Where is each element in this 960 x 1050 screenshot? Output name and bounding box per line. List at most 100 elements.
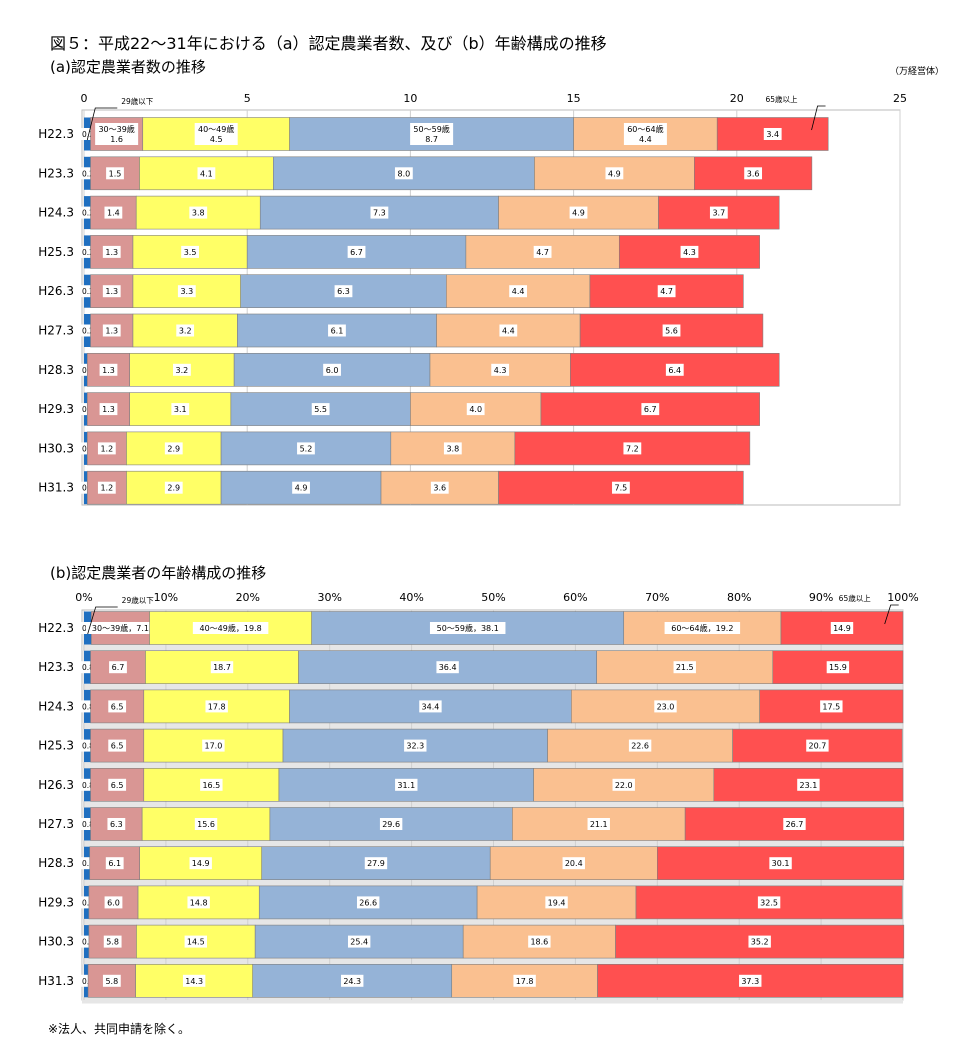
y-category-label: H25.3 [38,739,74,753]
data-label-box [410,123,454,145]
data-label: 36.4 [439,663,457,672]
data-label: 3.6 [747,169,760,178]
data-label: 5.8 [106,938,119,947]
data-label: 1.3 [105,327,118,336]
data-label: 6.7 [112,663,125,672]
bar-segment [233,352,431,387]
data-label-box [419,700,442,713]
y-category-label: H26.3 [38,284,74,298]
data-label-box [744,167,763,180]
data-label-box [176,324,195,337]
data-label-box [509,285,528,298]
data-label: 6.0 [326,366,339,375]
y-category-label: H23.3 [38,660,74,674]
data-label: 6.1 [108,859,121,868]
data-label: 15.9 [829,663,847,672]
data-label: 0.6 [82,938,94,947]
data-label: 7.3 [373,209,386,218]
x-tick-label: 10 [403,92,417,105]
data-label: 1.3 [102,405,115,414]
data-label-box [189,206,208,219]
data-label-box [654,700,677,713]
data-label: 1.5 [109,169,122,178]
bar-segment [684,807,905,841]
data-label-box [364,857,388,870]
data-label: 20.4 [565,859,583,868]
data-label-box [102,245,121,258]
data-label: 6.1 [331,327,344,336]
data-label-box [797,778,820,791]
data-label: 1.3 [102,366,115,375]
data-label-box [297,442,315,455]
data-label: 30～39歳，7.1 [92,623,149,633]
data-label: 17.0 [204,742,222,751]
callout-line [87,606,118,635]
data-label: 14.3 [185,977,203,986]
data-label-box [436,661,459,674]
x-tick-label: 25 [893,92,907,105]
bar-segment [514,431,751,466]
x-tick-label: 15 [567,92,581,105]
data-label-box [665,363,684,376]
data-label: 1.3 [105,248,118,257]
data-label: 8.7 [425,135,438,144]
callout-65-over: 65歳以上 [766,94,799,104]
data-label-box [820,700,843,713]
data-label: 6.3 [337,287,350,296]
data-label: 4.3 [494,366,507,375]
data-label-box [107,818,126,830]
row-separator [82,918,903,926]
data-label: 17.8 [208,702,226,711]
data-label-box [623,442,642,455]
data-label-box [108,739,127,752]
data-label: 1.3 [105,287,118,296]
data-label: 4.9 [295,484,308,493]
data-label-box [194,123,238,145]
x-tick-label: 20 [730,92,744,105]
data-label: 4.9 [608,169,621,178]
data-label: 37.3 [741,977,759,986]
data-label: 2.9 [167,444,180,453]
data-label: 0.2 [82,327,94,336]
x-tick-label: 60% [563,591,587,604]
data-label: 23.1 [799,781,817,790]
data-label: 14.9 [192,859,210,868]
data-label-box [370,206,389,219]
data-label-box [569,206,588,219]
data-label: 0.2 [82,130,94,139]
data-label: 26.6 [359,898,377,907]
y-category-label: H29.3 [38,895,74,909]
data-label: 60～64歳 [627,124,663,134]
data-label: 6.3 [110,820,123,829]
data-label-box [105,857,124,870]
data-label-box [623,123,667,145]
data-label-box [347,935,371,948]
y-category-label: H29.3 [38,402,74,416]
data-label: 4.7 [660,287,673,296]
data-label-box [103,935,122,948]
data-label: 4.0 [469,405,482,414]
data-label-box [499,324,518,337]
data-label: 32.3 [406,742,424,751]
data-label: 3.7 [712,209,725,218]
data-label: 4.3 [683,248,696,257]
data-label-box [187,896,210,909]
data-label-box [334,285,353,298]
data-label: 7.2 [626,444,639,453]
y-category-label: H23.3 [38,166,74,180]
data-label: 60～64歳，19.2 [671,623,733,633]
y-category-label: H24.3 [38,206,74,220]
data-label: 29.6 [382,820,400,829]
x-tick-label: 100% [887,591,918,604]
data-label-box [347,245,366,258]
data-label: 14.9 [833,624,851,633]
data-label: 1.2 [100,444,113,453]
data-label: 3.2 [176,366,189,375]
data-label: 8.0 [398,169,411,178]
data-label: 22.0 [615,781,633,790]
data-label-box [328,324,346,337]
data-label-box [210,661,234,674]
data-label-box [466,403,485,416]
chart-b-title: (b)認定農業者の年齢構成の推移 [50,564,267,582]
